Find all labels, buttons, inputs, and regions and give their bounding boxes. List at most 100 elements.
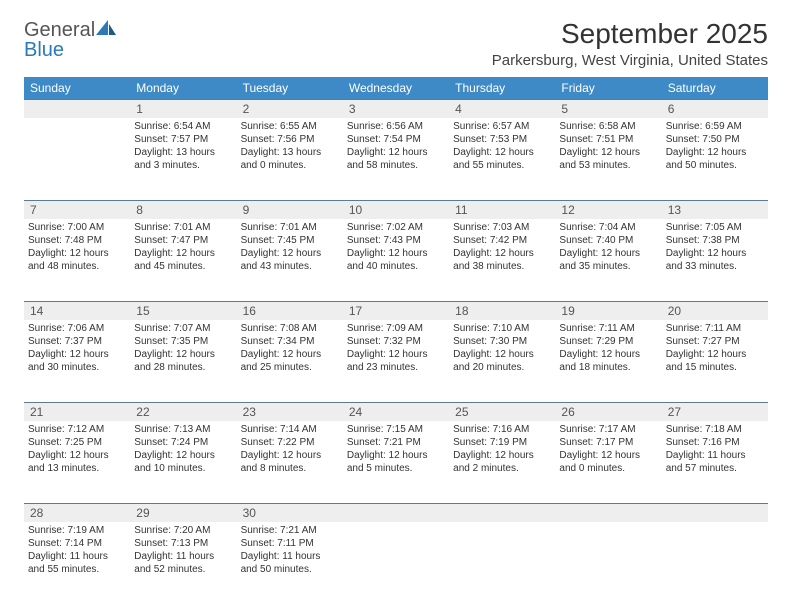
day-header: Thursday	[449, 77, 555, 99]
sunrise-text: Sunrise: 7:12 AM	[28, 423, 126, 436]
daylight2-text: and 30 minutes.	[28, 361, 126, 374]
day-number: 7	[24, 201, 130, 219]
sunrise-text: Sunrise: 7:16 AM	[453, 423, 551, 436]
sunrise-text: Sunrise: 7:11 AM	[666, 322, 764, 335]
sunset-text: Sunset: 7:42 PM	[453, 234, 551, 247]
sunrise-text: Sunrise: 7:06 AM	[28, 322, 126, 335]
daylight2-text: and 2 minutes.	[453, 462, 551, 475]
daylight1-text: Daylight: 12 hours	[453, 449, 551, 462]
week-row: Sunrise: 7:00 AMSunset: 7:48 PMDaylight:…	[24, 219, 768, 301]
sunrise-text: Sunrise: 7:01 AM	[241, 221, 339, 234]
sunset-text: Sunset: 7:51 PM	[559, 133, 657, 146]
daylight2-text: and 23 minutes.	[347, 361, 445, 374]
sunset-text: Sunset: 7:35 PM	[134, 335, 232, 348]
daylight2-text: and 18 minutes.	[559, 361, 657, 374]
daylight2-text: and 55 minutes.	[453, 159, 551, 172]
week-row: Sunrise: 7:12 AMSunset: 7:25 PMDaylight:…	[24, 421, 768, 503]
day-cell: Sunrise: 7:06 AMSunset: 7:37 PMDaylight:…	[24, 320, 130, 402]
daylight1-text: Daylight: 12 hours	[134, 247, 232, 260]
sunrise-text: Sunrise: 7:00 AM	[28, 221, 126, 234]
location: Parkersburg, West Virginia, United State…	[492, 52, 768, 69]
day-number: 13	[662, 201, 768, 219]
sunset-text: Sunset: 7:29 PM	[559, 335, 657, 348]
sunrise-text: Sunrise: 7:13 AM	[134, 423, 232, 436]
daylight2-text: and 10 minutes.	[134, 462, 232, 475]
day-number: 2	[237, 100, 343, 118]
day-cell: Sunrise: 7:10 AMSunset: 7:30 PMDaylight:…	[449, 320, 555, 402]
daylight2-text: and 58 minutes.	[347, 159, 445, 172]
day-cell: Sunrise: 7:05 AMSunset: 7:38 PMDaylight:…	[662, 219, 768, 301]
day-cell: Sunrise: 7:20 AMSunset: 7:13 PMDaylight:…	[130, 522, 236, 604]
sunset-text: Sunset: 7:37 PM	[28, 335, 126, 348]
day-header: Monday	[130, 77, 236, 99]
sunrise-text: Sunrise: 7:05 AM	[666, 221, 764, 234]
sunset-text: Sunset: 7:14 PM	[28, 537, 126, 550]
day-number: 3	[343, 100, 449, 118]
sunrise-text: Sunrise: 7:10 AM	[453, 322, 551, 335]
day-number	[343, 504, 449, 522]
sunrise-text: Sunrise: 7:17 AM	[559, 423, 657, 436]
day-cell: Sunrise: 7:02 AMSunset: 7:43 PMDaylight:…	[343, 219, 449, 301]
daylight2-text: and 3 minutes.	[134, 159, 232, 172]
sunrise-text: Sunrise: 6:55 AM	[241, 120, 339, 133]
day-header: Friday	[555, 77, 661, 99]
daylight2-text: and 20 minutes.	[453, 361, 551, 374]
sunset-text: Sunset: 7:24 PM	[134, 436, 232, 449]
day-number: 28	[24, 504, 130, 522]
daylight1-text: Daylight: 12 hours	[559, 247, 657, 260]
day-cell: Sunrise: 7:15 AMSunset: 7:21 PMDaylight:…	[343, 421, 449, 503]
day-cell: Sunrise: 7:07 AMSunset: 7:35 PMDaylight:…	[130, 320, 236, 402]
daylight1-text: Daylight: 12 hours	[559, 146, 657, 159]
day-number: 30	[237, 504, 343, 522]
daylight2-text: and 15 minutes.	[666, 361, 764, 374]
day-number: 4	[449, 100, 555, 118]
sunrise-text: Sunrise: 7:02 AM	[347, 221, 445, 234]
day-number: 29	[130, 504, 236, 522]
sunrise-text: Sunrise: 7:11 AM	[559, 322, 657, 335]
day-cell: Sunrise: 7:19 AMSunset: 7:14 PMDaylight:…	[24, 522, 130, 604]
day-number	[555, 504, 661, 522]
sunrise-text: Sunrise: 7:07 AM	[134, 322, 232, 335]
day-number: 14	[24, 302, 130, 320]
header: General Blue September 2025 Parkersburg,…	[24, 18, 768, 69]
daylight1-text: Daylight: 11 hours	[666, 449, 764, 462]
sunset-text: Sunset: 7:40 PM	[559, 234, 657, 247]
daynum-row: 78910111213	[24, 200, 768, 219]
day-cell: Sunrise: 7:11 AMSunset: 7:29 PMDaylight:…	[555, 320, 661, 402]
daylight2-text: and 13 minutes.	[28, 462, 126, 475]
day-number: 19	[555, 302, 661, 320]
daylight1-text: Daylight: 11 hours	[134, 550, 232, 563]
sunset-text: Sunset: 7:17 PM	[559, 436, 657, 449]
day-number: 21	[24, 403, 130, 421]
daylight2-text: and 33 minutes.	[666, 260, 764, 273]
day-cell	[449, 522, 555, 604]
daylight1-text: Daylight: 12 hours	[559, 348, 657, 361]
daylight1-text: Daylight: 12 hours	[453, 348, 551, 361]
day-cell: Sunrise: 7:16 AMSunset: 7:19 PMDaylight:…	[449, 421, 555, 503]
daylight2-text: and 8 minutes.	[241, 462, 339, 475]
daylight1-text: Daylight: 12 hours	[241, 348, 339, 361]
daylight1-text: Daylight: 11 hours	[28, 550, 126, 563]
day-cell: Sunrise: 7:14 AMSunset: 7:22 PMDaylight:…	[237, 421, 343, 503]
day-cell	[24, 118, 130, 200]
sunrise-text: Sunrise: 6:57 AM	[453, 120, 551, 133]
daylight2-text: and 50 minutes.	[241, 563, 339, 576]
daylight1-text: Daylight: 12 hours	[453, 247, 551, 260]
day-header-row: Sunday Monday Tuesday Wednesday Thursday…	[24, 77, 768, 99]
day-number	[24, 100, 130, 118]
daylight2-text: and 57 minutes.	[666, 462, 764, 475]
sunset-text: Sunset: 7:50 PM	[666, 133, 764, 146]
sunset-text: Sunset: 7:13 PM	[134, 537, 232, 550]
logo-text-blue: Blue	[24, 39, 64, 61]
day-number: 1	[130, 100, 236, 118]
sunrise-text: Sunrise: 7:15 AM	[347, 423, 445, 436]
day-cell: Sunrise: 6:55 AMSunset: 7:56 PMDaylight:…	[237, 118, 343, 200]
day-cell: Sunrise: 7:01 AMSunset: 7:47 PMDaylight:…	[130, 219, 236, 301]
sunset-text: Sunset: 7:16 PM	[666, 436, 764, 449]
day-number: 15	[130, 302, 236, 320]
sunset-text: Sunset: 7:32 PM	[347, 335, 445, 348]
sunrise-text: Sunrise: 7:20 AM	[134, 524, 232, 537]
sunrise-text: Sunrise: 6:59 AM	[666, 120, 764, 133]
sunrise-text: Sunrise: 7:09 AM	[347, 322, 445, 335]
day-number: 22	[130, 403, 236, 421]
